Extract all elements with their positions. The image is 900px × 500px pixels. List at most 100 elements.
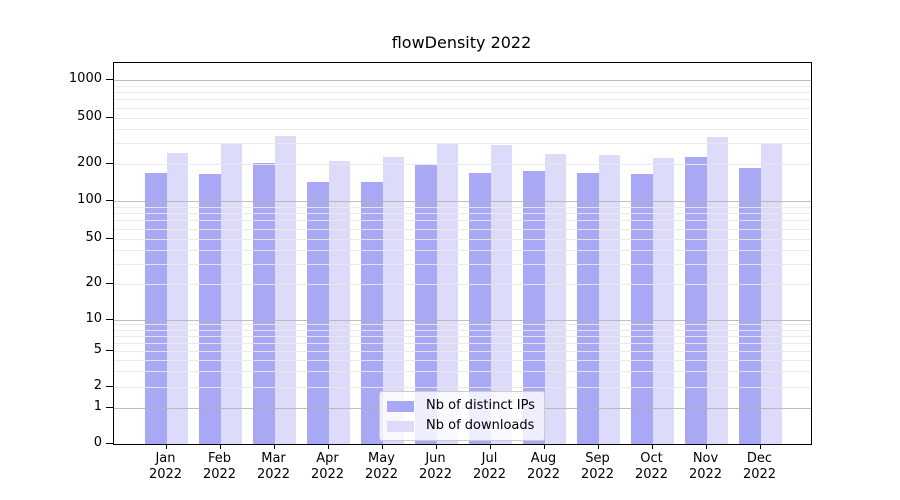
x-tick-mark <box>381 444 383 449</box>
x-tick-label: Dec 2022 <box>742 451 777 482</box>
gridline-minor <box>114 386 811 388</box>
x-tick-label: Feb 2022 <box>202 451 237 482</box>
y-tick-label: 1000 <box>68 71 102 86</box>
gridline-minor <box>114 329 811 331</box>
y-tick-label: 1 <box>93 399 102 414</box>
legend-swatch-icon <box>387 420 414 432</box>
gridline-minor <box>114 143 811 145</box>
bar-distinct-ips-jan <box>145 172 167 444</box>
bar-downloads-nov <box>706 136 728 444</box>
bar-downloads-feb <box>220 144 242 444</box>
y-tick-label: 20 <box>85 275 102 290</box>
y-tick-label: 2 <box>93 377 102 393</box>
bar-distinct-ips-dec <box>739 168 761 444</box>
gridline-minor <box>114 220 811 222</box>
legend-item: Nb of downloads <box>387 416 535 436</box>
gridline-minor <box>114 342 811 344</box>
gridline-minor <box>114 164 811 165</box>
y-tick-label: 0 <box>93 435 102 450</box>
y-tick-mark <box>106 443 113 444</box>
bar-distinct-ips-apr <box>307 181 329 444</box>
bar-distinct-ips-feb <box>199 173 221 444</box>
bar-downloads-aug <box>544 153 566 444</box>
y-tick-label: 200 <box>77 155 102 170</box>
x-tick-mark <box>705 444 707 449</box>
y-tick-label: 5 <box>93 342 102 357</box>
gridline-minor <box>114 351 811 352</box>
y-tick-mark <box>106 350 113 351</box>
x-tick-label: Aug 2022 <box>526 451 561 482</box>
bar-downloads-jun <box>436 144 458 444</box>
y-tick-label: 10 <box>85 310 102 326</box>
x-tick-mark <box>489 444 491 449</box>
x-tick-label: Jun 2022 <box>418 451 453 482</box>
legend-label: Nb of distinct IPs <box>426 398 535 413</box>
bar-downloads-dec <box>760 144 782 444</box>
x-tick-label: Jul 2022 <box>472 451 507 482</box>
gridline-major <box>114 201 811 202</box>
bar-downloads-jul <box>490 144 512 444</box>
y-tick-mark <box>106 407 113 408</box>
y-tick-mark <box>106 163 113 164</box>
x-tick-mark <box>273 444 275 449</box>
gridline-minor <box>114 99 811 101</box>
gridline-major <box>114 80 811 81</box>
gridline-minor <box>114 107 811 109</box>
bar-distinct-ips-nov <box>685 156 707 444</box>
x-tick-label: May 2022 <box>364 451 399 482</box>
bar-downloads-jan <box>166 153 188 444</box>
y-tick-label: 500 <box>77 108 102 124</box>
y-tick-mark <box>106 200 113 201</box>
gridline-minor <box>114 335 811 337</box>
x-tick-mark <box>651 444 653 449</box>
gridline-minor <box>114 284 811 285</box>
bar-distinct-ips-oct <box>631 173 653 444</box>
gridline-major <box>114 319 811 321</box>
x-tick-mark <box>219 444 221 449</box>
bar-distinct-ips-may <box>361 181 383 444</box>
y-tick-mark <box>106 283 113 284</box>
x-tick-label: Apr 2022 <box>310 451 345 482</box>
x-tick-mark <box>543 444 545 449</box>
x-tick-mark <box>165 444 167 449</box>
gridline-minor <box>114 213 811 215</box>
bar-distinct-ips-jun <box>415 165 437 444</box>
gridline-minor <box>114 92 811 94</box>
chart-title: flowDensity 2022 <box>391 33 532 52</box>
gridline-minor <box>114 206 811 208</box>
gridline-minor <box>114 117 811 119</box>
bar-distinct-ips-sep <box>577 172 599 444</box>
x-tick-mark <box>327 444 329 449</box>
gridline-minor <box>114 324 811 326</box>
y-tick-mark <box>106 385 113 387</box>
bar-distinct-ips-mar <box>253 163 275 444</box>
gridline-minor <box>114 359 811 361</box>
y-tick-mark <box>106 116 113 118</box>
legend-swatch-icon <box>387 400 414 412</box>
bar-downloads-mar <box>274 135 296 444</box>
legend-item: Nb of distinct IPs <box>387 396 535 416</box>
gridline-minor <box>114 249 811 251</box>
gridline-minor <box>114 238 811 240</box>
gridline-minor <box>114 263 811 265</box>
legend-label: Nb of downloads <box>426 418 535 433</box>
bar-downloads-sep <box>598 155 620 444</box>
gridline-minor <box>114 370 811 372</box>
x-tick-mark <box>759 444 761 449</box>
x-tick-label: Oct 2022 <box>634 451 669 482</box>
x-tick-label: Jan 2022 <box>148 451 183 482</box>
gridline-minor <box>114 228 811 230</box>
bar-downloads-apr <box>328 160 350 444</box>
x-tick-label: Mar 2022 <box>256 451 291 482</box>
gridline-minor <box>114 128 811 130</box>
legend: Nb of distinct IPs Nb of downloads <box>379 391 545 441</box>
plot-area: Nb of distinct IPs Nb of downloads <box>113 62 812 445</box>
y-tick-label: 50 <box>85 229 102 245</box>
bar-distinct-ips-jul <box>469 172 491 444</box>
y-tick-label: 100 <box>77 192 102 207</box>
x-tick-mark <box>435 444 437 449</box>
y-tick-mark <box>106 79 113 80</box>
y-tick-mark <box>106 318 113 320</box>
x-tick-label: Sep 2022 <box>580 451 615 482</box>
